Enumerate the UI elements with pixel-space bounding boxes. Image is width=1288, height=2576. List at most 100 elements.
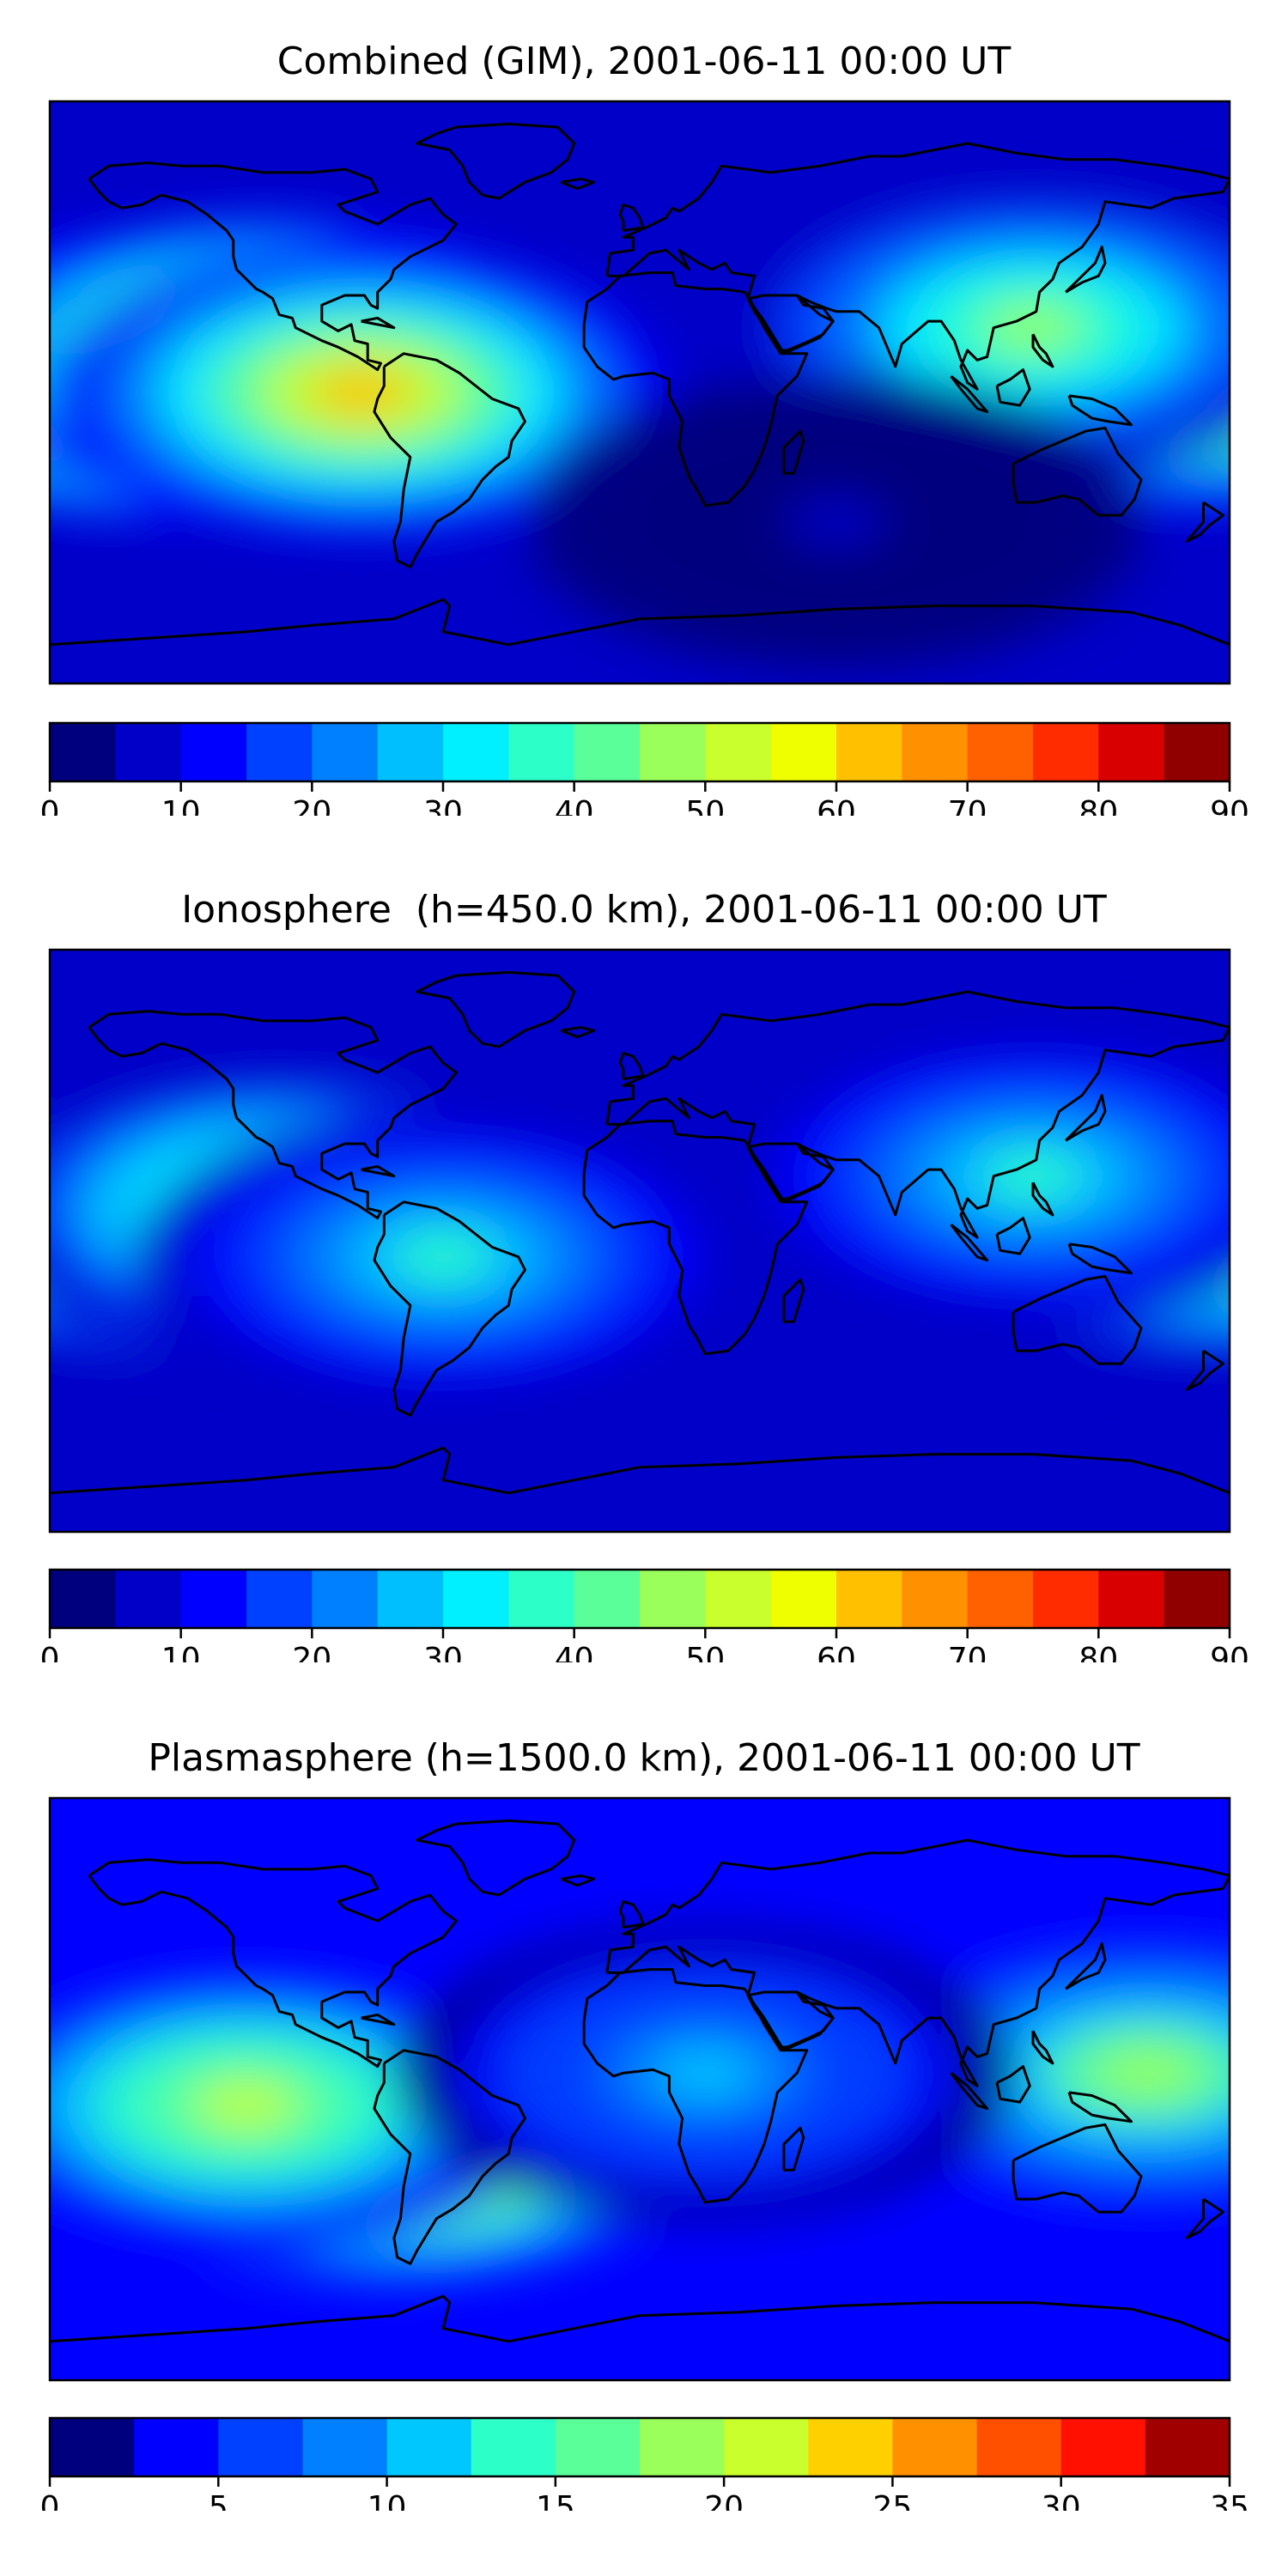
coastline-south-america [373,2049,526,2265]
colorbar-segment [705,1570,772,1628]
colorbar-segment [302,2418,388,2476]
colorbar-tick-label: 40 [555,1642,594,1662]
coastline-japan [1065,1094,1107,1142]
coastline-philippines [1031,1182,1054,1217]
coastline-japan [1065,1942,1107,1990]
colorbar-tick-label: 25 [873,2490,913,2511]
colorbar-tick-label: 50 [685,1642,725,1662]
colorbar-segment [443,1570,509,1628]
coastline-antarctica [50,598,1230,647]
colorbar-segment [836,1570,902,1628]
hotspot-3-level-5 [653,2047,757,2099]
coastline-south-america [373,352,526,568]
coastline-uk [618,1052,645,1081]
coastline-new-guinea [1067,1242,1133,1275]
colorbar-tick-label: 5 [209,2490,228,2511]
coastline-new-zealand [1185,2197,1224,2239]
colorbar-segment [246,1570,313,1628]
colorbar-segment [902,1570,969,1628]
coastline-arabian-red-sea [746,294,835,352]
colorbar-segment [1060,2418,1146,2476]
coastline-cuba [361,1164,396,1178]
colorbar-segment [377,1570,444,1628]
colorbar-segment [967,1570,1034,1628]
coastline-greenland [416,1819,576,1897]
colorbar-segment [312,1570,379,1628]
coastline-madagascar [782,2126,805,2172]
colorbar-segment [836,723,902,781]
colorbar-segment [134,2418,219,2476]
colorbar-segment [50,723,116,781]
colorbar-tick-label: 10 [161,1642,201,1662]
colorbar-segment [1163,723,1230,781]
colorbar-plasmasphere: 0 5 10 15 20 25 30 35 [40,2416,1249,2511]
coastline-arabian-red-sea [746,1142,835,1200]
coastline-australia [1012,426,1143,517]
colorbar-tick-label: 15 [536,2490,575,2511]
colorbar-segment [312,723,379,781]
colorbar-frame [48,721,1231,783]
coastline-south-america [373,1200,526,1417]
coastline-madagascar [782,429,805,475]
colorbar-tick-label: 90 [1210,1642,1249,1662]
coastline-north-america [88,1010,458,1220]
map-frame [48,1796,1231,2382]
colorbar-segment [574,1570,641,1628]
hotspot-4-level-5 [981,1150,1084,1202]
colorbar-tick-label: 20 [704,2490,744,2511]
colorbar-segment [115,1570,182,1628]
colorbar-segment [386,2418,472,2476]
coastline-antarctica [50,1446,1230,1495]
coastline-north-america [88,1858,458,2069]
colorbar-tick-label: 70 [948,1642,987,1662]
coastline-north-america [88,161,458,372]
map-plasmasphere [48,1796,1231,2382]
coastline-iceland [560,1025,596,1039]
coastline-borneo [995,2065,1031,2104]
colorbar-segment [555,2418,641,2476]
coastline-philippines [1031,333,1054,368]
coastline-cuba [361,2013,396,2026]
hotspot-5-level-5 [785,495,888,548]
colorbar-segment [218,2418,304,2476]
colorbar-frame [48,1568,1231,1630]
colorbar-tick-label: 60 [817,1642,856,1662]
map-ionosphere [48,948,1231,1534]
colorbar-segment [471,2418,556,2476]
map-combined [48,100,1231,685]
coastline-sumatra [950,375,989,414]
colorbar-segment [1145,2418,1230,2476]
colorbar-segment [508,723,575,781]
colorbar-tick-label: 0 [40,795,60,816]
colorbar-segment [902,723,969,781]
coastline-iceland [560,1874,596,1887]
colorbar-segment [892,2418,978,2476]
hotspot-1-level-5 [195,2079,298,2131]
coastline-cuba [361,316,396,330]
colorbar-segment [640,723,706,781]
colorbar-tick-label: 35 [1210,2490,1249,2511]
colorbar-tick-label: 70 [948,795,987,816]
hotspot-2-level-5 [1096,2047,1200,2099]
colorbar-segment [967,723,1034,781]
coastline-africa [582,1968,809,2204]
colorbar-tick-label: 50 [685,795,725,816]
colorbar-segment [1033,1570,1099,1628]
coastline-iceland [560,177,596,191]
colorbar-tick-label: 0 [40,1642,60,1662]
colorbar-segment [1033,723,1099,781]
panel-title-combined: Combined (GIM), 2001-06-11 00:00 UT [276,39,1012,83]
colorbar-tick-label: 20 [292,795,331,816]
colorbar-ionosphere: 0 10 20 30 40 50 60 70 80 90 [40,1568,1249,1662]
coastline-australia [1012,1274,1143,1365]
coastline-africa [582,271,809,507]
panel-title-plasmasphere: Plasmasphere (h=1500.0 km), 2001-06-11 0… [148,1736,1140,1780]
colorbar-segment [724,2418,809,2476]
colorbar-tick-label: 0 [40,2490,60,2511]
colorbar-tick-label: 60 [817,795,856,816]
colorbar-tick-label: 30 [423,795,463,816]
colorbar-combined: 0 10 20 30 40 50 60 70 80 90 [40,721,1249,816]
coastline-greenland [416,122,576,200]
coastline-africa [582,1120,809,1356]
colorbar-segment [180,723,247,781]
